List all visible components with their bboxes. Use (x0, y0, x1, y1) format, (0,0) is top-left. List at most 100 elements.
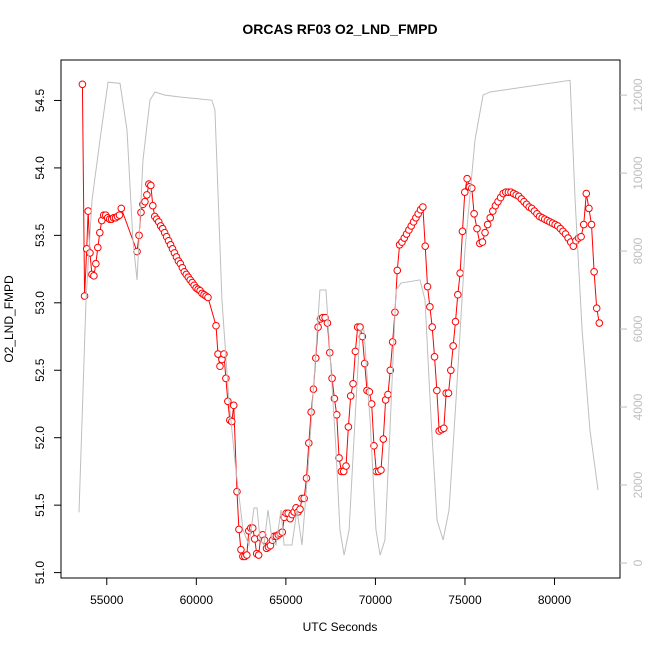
data-point (481, 228, 489, 237)
data-point (86, 249, 94, 257)
data-point (486, 214, 495, 222)
x-tick-label: 65000 (269, 593, 303, 607)
data-point (433, 386, 441, 395)
data-point (592, 304, 601, 313)
x-axis-label: UTC Seconds (303, 620, 378, 634)
data-point (233, 487, 241, 496)
data-point (582, 189, 591, 198)
x-tick-label: 75000 (448, 593, 482, 607)
data-point (92, 259, 100, 268)
data-point (585, 204, 593, 213)
data-point (351, 347, 360, 356)
data-point (90, 272, 98, 280)
data-point (384, 390, 392, 399)
data-point (587, 220, 596, 229)
x-tick-label: 60000 (180, 593, 214, 607)
data-point (478, 238, 487, 246)
data-point (423, 282, 432, 291)
data-point (460, 188, 469, 196)
data-point (360, 359, 369, 368)
y-tick-label: 53.5 (33, 223, 47, 247)
y2-tick-label: 12000 (631, 78, 645, 112)
data-point (365, 388, 374, 396)
data-point (342, 462, 350, 470)
y2-tick-label: 0 (631, 559, 645, 566)
data-point (483, 220, 492, 229)
data-point (458, 227, 467, 236)
data-point (304, 439, 313, 447)
data-point (235, 525, 243, 534)
data-point (143, 191, 151, 199)
y-tick-label: 54.0 (33, 156, 47, 180)
data-point (454, 290, 462, 299)
y2-tick-label: 6000 (631, 315, 645, 342)
y-tick-label: 54.5 (33, 88, 47, 112)
data-point (426, 303, 434, 311)
data-point (463, 174, 471, 183)
y2-tick-label: 2000 (631, 471, 645, 498)
data-point (428, 323, 436, 331)
data-point (386, 366, 395, 375)
data-point (335, 454, 343, 462)
data-point (254, 551, 263, 559)
data-point (388, 338, 397, 346)
data-point (243, 551, 251, 559)
data-point (141, 197, 149, 206)
y-tick-label: 51.5 (33, 493, 47, 517)
data-point (430, 352, 439, 361)
data-point (222, 374, 230, 383)
chart-title: ORCAS RF03 O2_LND_FMPD (242, 21, 437, 37)
data-point (237, 545, 245, 554)
data-point (346, 392, 355, 400)
y2-tick-label: 10000 (631, 156, 645, 190)
data-point (356, 323, 364, 331)
data-point (595, 319, 604, 327)
data-point (149, 201, 157, 210)
data-point (470, 209, 478, 218)
data-point (451, 317, 460, 326)
data-point (95, 228, 104, 237)
data-point (419, 203, 427, 211)
data-point (78, 80, 87, 89)
data-point (115, 211, 124, 219)
data-point (577, 232, 585, 241)
data-point (579, 220, 588, 229)
data-point (84, 207, 92, 215)
data-point (473, 224, 481, 233)
data-point (147, 181, 155, 190)
data-point (447, 366, 455, 375)
y2-tick-label: 8000 (631, 237, 645, 264)
data-point (248, 524, 257, 532)
data-point (349, 379, 357, 388)
data-point (393, 266, 402, 275)
data-point (224, 397, 232, 406)
data-point (216, 362, 224, 371)
y-tick-label: 52.0 (33, 426, 47, 450)
data-point (296, 505, 304, 514)
data-point (302, 474, 311, 482)
y-tick-label: 51.0 (33, 561, 47, 585)
data-point (370, 442, 378, 450)
data-point (421, 242, 430, 250)
altitude-line (78, 79, 599, 556)
y2-tick-label: 4000 (631, 393, 645, 420)
data-point (344, 423, 353, 431)
plot-frame (60, 59, 621, 579)
data-point (449, 342, 457, 350)
data-point (440, 424, 448, 433)
data-point (377, 466, 385, 474)
x-tick-label: 70000 (359, 593, 393, 607)
data-point (367, 400, 376, 408)
y-tick-label: 52.5 (33, 358, 47, 382)
data-point (94, 243, 102, 252)
data-point (204, 293, 212, 302)
data-point (307, 408, 315, 416)
data-point (456, 269, 464, 277)
y-tick-label: 53.0 (33, 291, 47, 315)
x-tick-label: 80000 (538, 593, 572, 607)
data-point (379, 435, 388, 443)
data-point (467, 184, 476, 192)
data-point (444, 389, 453, 397)
data-point (229, 401, 238, 410)
